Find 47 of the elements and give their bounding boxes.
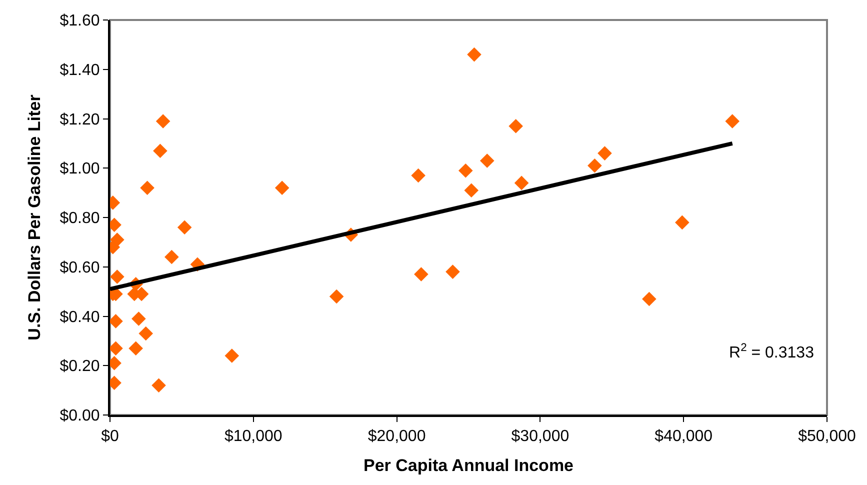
point bbox=[140, 180, 154, 196]
y-tick-label: $0.20 bbox=[60, 358, 100, 376]
y-tick-label: $1.60 bbox=[60, 12, 100, 30]
x-tick-label: $30,000 bbox=[511, 428, 570, 446]
point bbox=[110, 270, 124, 284]
point bbox=[414, 267, 428, 282]
point bbox=[177, 220, 192, 235]
point bbox=[642, 292, 656, 306]
y-tick-label: $1.00 bbox=[60, 160, 100, 178]
point bbox=[132, 312, 146, 326]
point bbox=[458, 163, 473, 178]
x-axis-title: Per Capita Annual Income bbox=[363, 456, 574, 476]
x-tick-label: $10,000 bbox=[224, 428, 282, 446]
y-tick-label: $0.40 bbox=[60, 308, 100, 326]
y-axis-title: U.S. Dollars Per Gasoline Liter bbox=[24, 94, 44, 340]
point bbox=[274, 180, 290, 196]
x-tick-label: $40,000 bbox=[654, 428, 713, 446]
point bbox=[675, 215, 690, 230]
point bbox=[224, 348, 240, 363]
point bbox=[110, 341, 123, 356]
point bbox=[588, 158, 602, 173]
point bbox=[480, 154, 494, 168]
point bbox=[110, 314, 123, 328]
point bbox=[153, 144, 168, 158]
point bbox=[508, 119, 523, 134]
point bbox=[411, 168, 426, 183]
x-tick-label: $0 bbox=[101, 428, 119, 446]
x-tick-label: $20,000 bbox=[368, 428, 426, 446]
y-tick-label: $0.80 bbox=[60, 210, 100, 228]
y-tick-label: $1.40 bbox=[60, 62, 100, 79]
annotation: R$^{2}$ = 0.3133 bbox=[729, 342, 814, 362]
point bbox=[329, 289, 344, 304]
point bbox=[138, 326, 153, 341]
point bbox=[514, 176, 529, 190]
point bbox=[128, 341, 143, 356]
point bbox=[156, 114, 170, 128]
point bbox=[464, 183, 479, 198]
point bbox=[164, 250, 179, 264]
point bbox=[598, 146, 612, 160]
x-tick-label: $50,000 bbox=[798, 428, 856, 446]
point bbox=[467, 47, 482, 62]
point bbox=[725, 114, 740, 128]
point bbox=[152, 378, 166, 393]
y-tick-label: $0.00 bbox=[60, 408, 100, 425]
point bbox=[446, 264, 460, 279]
y-tick-label: $1.20 bbox=[60, 111, 100, 128]
y-tick-label: $0.60 bbox=[60, 259, 100, 276]
